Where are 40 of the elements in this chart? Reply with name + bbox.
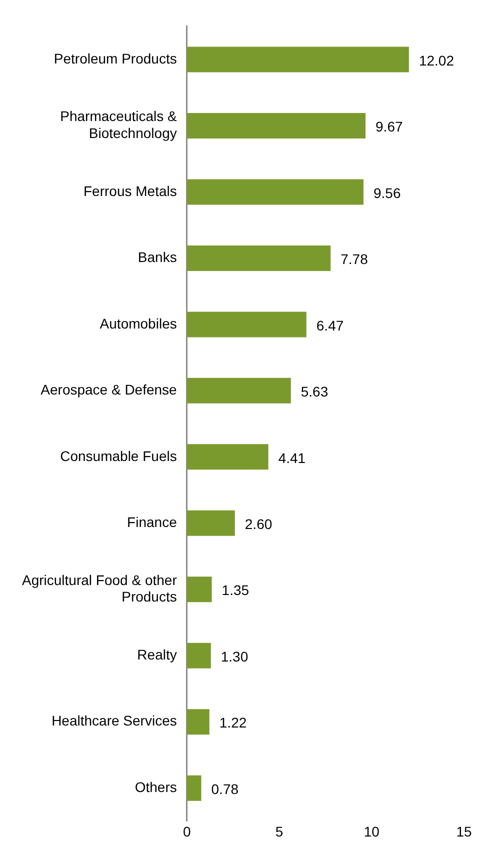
bar: [186, 642, 211, 668]
data-label: 1.35: [222, 582, 250, 598]
data-label: 0.78: [211, 780, 239, 797]
y-tick-label: Automobiles: [100, 315, 177, 332]
bar: [186, 775, 202, 801]
y-tick-label: Realty: [137, 646, 177, 662]
data-label: 5.63: [300, 384, 328, 400]
x-tick-label: 0: [182, 823, 191, 840]
bar: [186, 245, 331, 271]
data-label: 2.60: [244, 516, 272, 532]
bar: [186, 312, 306, 338]
y-tick-label: Pharmaceuticals & Biotechnology: [60, 108, 178, 142]
y-tick-label: Banks: [138, 249, 177, 266]
y-tick-label: Petroleum Products: [54, 50, 177, 66]
data-label: 9.67: [376, 118, 403, 135]
y-tick-label: Ferrous Metals: [83, 182, 177, 199]
bar: [186, 378, 291, 404]
x-tick-label: 5: [275, 823, 284, 840]
bar: [186, 46, 409, 72]
data-label: 12.02: [418, 52, 454, 68]
y-tick-label: Others: [134, 778, 177, 795]
bar: [186, 444, 268, 470]
y-tick-label: Healthcare Services: [52, 712, 177, 729]
bar: [186, 510, 235, 536]
y-tick-label: Consumable Fuels: [60, 448, 177, 464]
bar: [186, 576, 212, 602]
bar: [186, 709, 210, 735]
bar: [186, 113, 366, 138]
y-tick-label: Aerospace & Defense: [40, 382, 178, 398]
data-label: 9.56: [373, 184, 401, 201]
data-label: 6.47: [316, 317, 344, 334]
bar: [186, 179, 364, 205]
y-tick-label: Finance: [127, 514, 178, 530]
x-tick-label: 15: [456, 823, 472, 840]
data-label: 4.41: [278, 450, 306, 466]
data-label: 1.22: [219, 714, 247, 731]
x-tick-label: 10: [364, 823, 380, 840]
data-label: 1.30: [220, 648, 248, 664]
y-tick-label: Agricultural Food & other Products: [22, 572, 178, 605]
data-label: 7.78: [340, 251, 368, 268]
